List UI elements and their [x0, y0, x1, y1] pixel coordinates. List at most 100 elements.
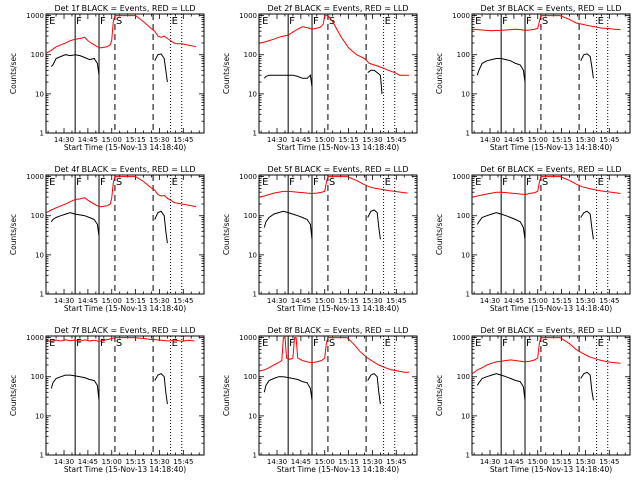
marker-label: E	[262, 338, 268, 349]
x-tick-label: 14:30	[480, 297, 500, 305]
x-tick-label: 15:00	[315, 458, 335, 466]
x-axis-label: Start Time (15-Nov-13 14:18:40)	[277, 304, 399, 313]
lld-series-line	[259, 176, 408, 198]
x-tick-label: 14:45	[78, 297, 98, 305]
marker-label: S	[542, 16, 548, 27]
marker-label: F	[502, 338, 508, 349]
y-axis-label: Counts/sec	[435, 375, 444, 416]
x-tick-label: 15:45	[173, 136, 193, 144]
y-tick-label: 1000	[452, 334, 470, 342]
events-series-line	[50, 210, 168, 244]
x-axis-label: Start Time (15-Nov-13 14:18:40)	[277, 143, 399, 152]
marker-label: S	[329, 338, 335, 349]
x-tick-label: 14:30	[480, 136, 500, 144]
events-series-line	[476, 210, 594, 240]
x-tick-label: 15:45	[599, 136, 619, 144]
plot-frame	[471, 13, 631, 134]
x-tick-label: 15:30	[149, 297, 169, 305]
x-tick-label: 15:00	[102, 136, 122, 144]
x-tick-label: 15:15	[339, 136, 359, 144]
y-tick-label: 10	[461, 90, 470, 98]
lld-series-line	[472, 337, 621, 374]
x-tick-label: 14:45	[291, 136, 311, 144]
x-tick-label: 15:30	[362, 458, 382, 466]
marker-label: E	[598, 177, 604, 188]
x-tick-label: 15:45	[386, 136, 406, 144]
lld-series-line	[472, 15, 621, 32]
marker-label: E	[172, 177, 178, 188]
panel-title: Det 3f BLACK = Events, RED = LLD	[480, 4, 621, 13]
detector-panel: Det 3f BLACK = Events, RED = LLD 1 10 100 10…	[435, 4, 631, 152]
x-tick-label: 15:30	[575, 458, 595, 466]
marker-label: F	[100, 177, 106, 188]
y-axis-label: Counts/sec	[9, 375, 18, 416]
lld-series-line	[46, 337, 195, 342]
x-tick-label: 14:45	[504, 297, 524, 305]
y-tick-label: 1000	[26, 173, 44, 181]
y-axis-label: Counts/sec	[9, 214, 18, 255]
marker-label: F	[76, 338, 82, 349]
detector-panel: Det 4f BLACK = Events, RED = LLD 1 10 100 10…	[9, 165, 205, 313]
y-tick-label: 10	[248, 251, 257, 259]
marker-label: S	[329, 177, 335, 188]
detector-panel: Det 7f BLACK = Events, RED = LLD 1 10 100 10…	[9, 326, 205, 474]
marker-label: F	[313, 177, 319, 188]
lld-series-line	[259, 337, 409, 373]
y-tick-label: 100	[457, 373, 470, 381]
marker-label: E	[172, 16, 178, 27]
y-tick-label: 1	[466, 291, 470, 299]
y-tick-label: 1	[40, 291, 44, 299]
lld-series-line	[46, 176, 197, 214]
plot-frame	[45, 174, 205, 295]
marker-label: E	[262, 16, 268, 27]
x-tick-label: 15:15	[339, 297, 359, 305]
y-tick-label: 100	[31, 51, 44, 59]
panel-title: Det 4f BLACK = Events, RED = LLD	[54, 165, 195, 174]
y-tick-label: 100	[457, 51, 470, 59]
y-tick-label: 100	[31, 212, 44, 220]
y-tick-label: 10	[248, 412, 257, 420]
x-tick-label: 15:00	[315, 136, 335, 144]
marker-label: E	[475, 177, 481, 188]
marker-label: F	[526, 16, 532, 27]
marker-label: E	[598, 16, 604, 27]
x-tick-label: 15:30	[362, 297, 382, 305]
x-tick-label: 14:30	[267, 297, 287, 305]
x-tick-label: 14:30	[480, 458, 500, 466]
events-series-line	[263, 209, 381, 240]
x-tick-label: 15:30	[575, 136, 595, 144]
detector-panel: Det 2f BLACK = Events, RED = LLD 1 10 100 10…	[222, 4, 418, 152]
events-series-line	[476, 371, 594, 401]
x-axis-label: Start Time (15-Nov-13 14:18:40)	[64, 465, 186, 474]
x-axis-label: Start Time (15-Nov-13 14:18:40)	[64, 143, 186, 152]
events-series-line	[50, 372, 168, 405]
marker-label: E	[385, 338, 391, 349]
y-tick-label: 1	[40, 452, 44, 460]
x-tick-label: 15:15	[126, 458, 146, 466]
marker-label: F	[526, 177, 532, 188]
y-tick-label: 1	[253, 291, 257, 299]
detector-panel: Det 5f BLACK = Events, RED = LLD 1 10 100 10…	[222, 165, 418, 313]
panel-title: Det 8f BLACK = Events, RED = LLD	[267, 326, 408, 335]
y-tick-label: 1	[40, 130, 44, 138]
x-tick-label: 15:15	[339, 458, 359, 466]
y-tick-label: 100	[244, 51, 257, 59]
y-tick-label: 10	[35, 90, 44, 98]
marker-label: S	[116, 177, 122, 188]
x-tick-label: 14:30	[54, 136, 74, 144]
marker-label: E	[475, 16, 481, 27]
lld-series-line	[472, 176, 621, 198]
plot-frame	[258, 13, 418, 134]
x-tick-label: 14:45	[504, 136, 524, 144]
y-tick-label: 100	[31, 373, 44, 381]
x-tick-label: 14:30	[267, 458, 287, 466]
detector-panel: Det 6f BLACK = Events, RED = LLD 1 10 100 10…	[435, 165, 631, 313]
marker-label: E	[172, 338, 178, 349]
y-tick-label: 10	[35, 412, 44, 420]
y-tick-label: 10	[461, 251, 470, 259]
x-tick-label: 15:30	[362, 136, 382, 144]
panel-title: Det 2f BLACK = Events, RED = LLD	[267, 4, 408, 13]
marker-label: S	[116, 338, 122, 349]
x-axis-label: Start Time (15-Nov-13 14:18:40)	[490, 143, 612, 152]
